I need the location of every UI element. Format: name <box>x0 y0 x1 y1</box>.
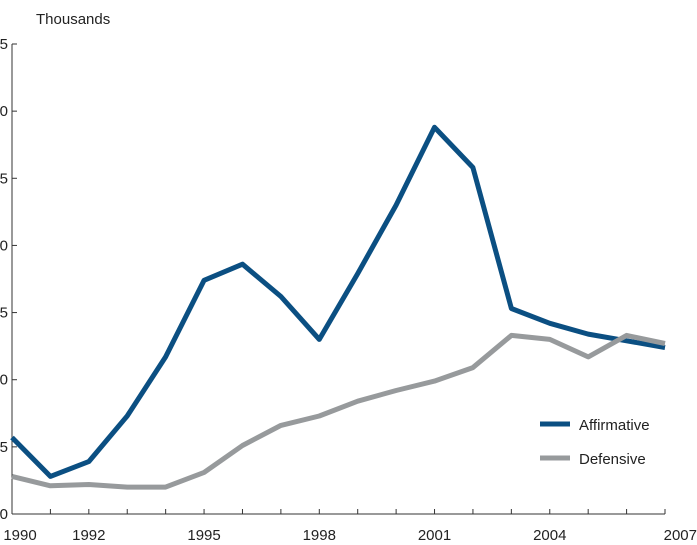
legend-label-defensive: Defensive <box>579 451 646 468</box>
y-tick-label: 0 <box>0 506 8 523</box>
y-tick-label: 5 <box>0 439 8 456</box>
x-tick-label: 2007 <box>664 527 697 544</box>
x-tick-label: 2001 <box>418 527 451 544</box>
x-tick-label: 1992 <box>72 527 105 544</box>
y-tick-label: 30 <box>0 103 8 120</box>
series-lines <box>10 124 666 490</box>
x-tick-label: 1998 <box>303 527 336 544</box>
y-axis-ticks: 0 5 10 15 20 25 30 35 <box>0 36 17 523</box>
x-tick-label: 1995 <box>187 527 220 544</box>
series-line-affirmative <box>10 124 666 479</box>
y-tick-label: 25 <box>0 170 8 187</box>
axes <box>11 44 665 515</box>
x-tick-label: 2004 <box>533 527 566 544</box>
y-tick-label: 20 <box>0 237 8 254</box>
legend: Affirmative Defensive <box>540 417 650 468</box>
y-tick-label: 15 <box>0 305 8 322</box>
series-line-defensive <box>11 332 666 490</box>
legend-label-affirmative: Affirmative <box>579 417 650 434</box>
x-axis-ticks: 1990 1992 1995 1998 2001 2004 2007 <box>3 509 697 544</box>
y-axis-unit-label: Thousands <box>36 11 110 28</box>
y-tick-label: 35 <box>0 36 8 53</box>
x-tick-label: 1990 <box>3 527 36 544</box>
y-tick-label: 10 <box>0 372 8 389</box>
